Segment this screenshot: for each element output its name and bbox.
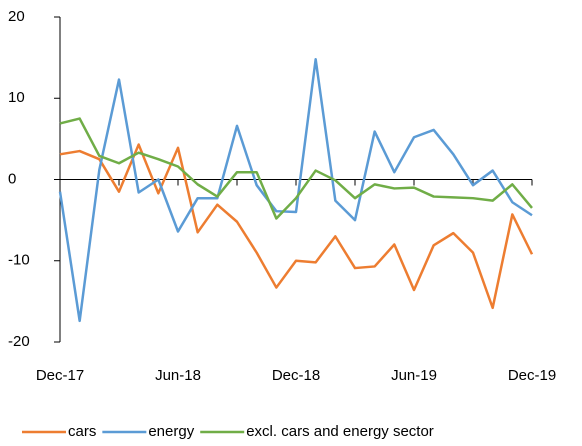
y-tick-label: 20 [8, 8, 25, 25]
series-line [59, 143, 534, 310]
y-tick-label: -20 [8, 333, 30, 350]
x-tick-label: Jun-18 [155, 367, 201, 384]
series-line [59, 117, 533, 220]
legend-label: cars [68, 423, 96, 440]
y-tick-label: 0 [8, 170, 16, 187]
x-tick-label: Dec-17 [36, 367, 84, 384]
legend-label: energy [148, 423, 194, 440]
x-tick-label: Jun-19 [391, 367, 437, 384]
y-tick-label: 10 [8, 89, 25, 106]
legend-label: excl. cars and energy sector [246, 423, 434, 440]
x-tick-label: Dec-19 [508, 367, 556, 384]
y-tick-label: -10 [8, 252, 30, 269]
series-line [58, 58, 533, 323]
x-tick-label: Dec-18 [272, 367, 320, 384]
